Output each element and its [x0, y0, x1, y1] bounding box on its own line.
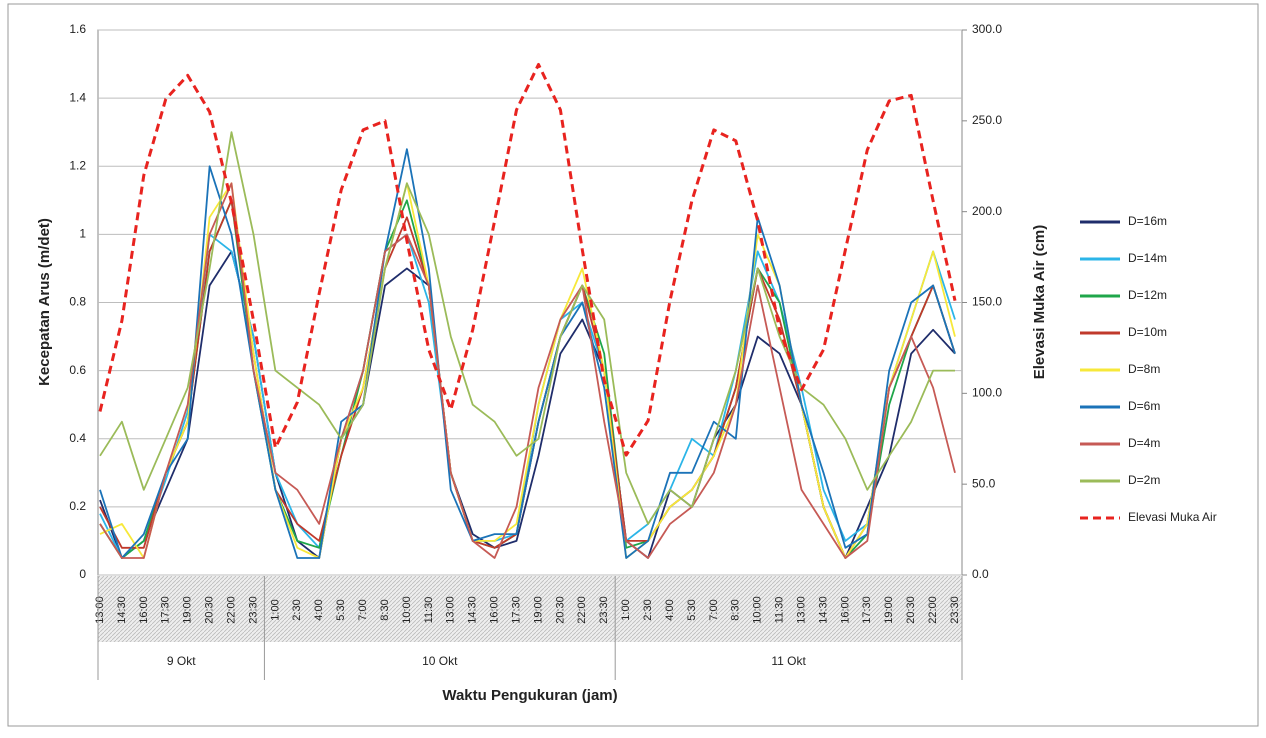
x-tick-label: 14:30 — [116, 596, 128, 624]
x-tick-label: 19:00 — [532, 596, 544, 624]
x-tick-label: 22:00 — [576, 596, 588, 624]
series-line — [99, 199, 956, 559]
x-tick-label: 16:00 — [489, 596, 501, 624]
y2-axis-title: Elevasi Muka Air (cm) — [1031, 225, 1048, 380]
x-tick-label: 10:00 — [752, 596, 764, 624]
x-tick-label: 14:30 — [467, 596, 479, 624]
y2-tick-label: 200.0 — [972, 204, 1002, 218]
legend-label: D=10m — [1128, 325, 1167, 339]
x-tick-label: 17:30 — [160, 596, 172, 624]
x-tick-label: 7:00 — [708, 599, 720, 620]
x-tick-label: 11:30 — [423, 597, 435, 624]
x-label-band — [98, 576, 962, 642]
legend-label: Elevasi Muka Air — [1128, 510, 1217, 524]
y2-tick-label: 250.0 — [972, 113, 1002, 127]
series-line — [98, 63, 957, 457]
x-tick-label: 20:30 — [554, 596, 566, 624]
y-tick-label: 1 — [79, 227, 86, 241]
y2-tick-label: 150.0 — [972, 295, 1002, 309]
y2-tick-label: 100.0 — [972, 386, 1002, 400]
x-tick-label: 22:00 — [225, 596, 237, 624]
legend-label: D=14m — [1128, 251, 1167, 265]
x-tick-label: 7:00 — [357, 599, 369, 620]
x-tick-label: 17:30 — [861, 596, 873, 624]
x-group-label: 11 Okt — [771, 654, 806, 668]
y-tick-label: 0.2 — [69, 499, 86, 513]
x-tick-label: 23:30 — [949, 596, 961, 624]
x-tick-label: 19:00 — [883, 596, 895, 624]
x-tick-label: 4:00 — [664, 599, 676, 620]
frame — [7, 3, 1259, 727]
series-line — [99, 148, 956, 559]
x-tick-label: 19:00 — [182, 596, 194, 624]
x-tick-label: 8:30 — [379, 599, 391, 620]
x-tick-label: 17:30 — [510, 596, 522, 624]
y-tick-label: 0.6 — [69, 363, 86, 377]
series-line — [99, 131, 955, 525]
x-tick-label: 23:30 — [598, 596, 610, 624]
y-tick-label: 0.8 — [69, 295, 86, 309]
x-tick-label: 4:00 — [313, 599, 325, 620]
series-line — [99, 199, 956, 559]
legend-label: D=6m — [1128, 399, 1160, 413]
x-tick-label: 20:30 — [905, 596, 917, 624]
x-tick-label: 11:30 — [774, 597, 786, 624]
y2-tick-label: 0.0 — [972, 567, 989, 581]
x-tick-label: 1:00 — [620, 599, 632, 620]
legend-label: D=8m — [1128, 362, 1160, 376]
x-tick-label: 23:30 — [247, 596, 259, 624]
y2-tick-label: 50.0 — [972, 476, 996, 490]
y2-tick-label: 300.0 — [972, 22, 1002, 36]
y-tick-label: 1.6 — [69, 22, 86, 36]
x-axis-title: Waktu Pengukuran (jam) — [442, 687, 617, 704]
x-tick-label: 8:30 — [730, 599, 742, 620]
x-tick-label: 13:00 — [94, 596, 106, 624]
x-tick-label: 2:30 — [291, 599, 303, 620]
series-line — [99, 250, 956, 559]
y-tick-label: 0.4 — [69, 431, 86, 445]
x-tick-label: 22:00 — [927, 596, 939, 624]
x-tick-label: 5:30 — [335, 599, 347, 620]
x-tick-label: 20:30 — [204, 596, 216, 624]
legend-label: D=2m — [1128, 473, 1160, 487]
series-line — [99, 182, 956, 559]
y-tick-label: 0 — [79, 567, 86, 581]
x-tick-label: 13:00 — [795, 596, 807, 624]
x-tick-label: 14:30 — [817, 596, 829, 624]
x-tick-label: 2:30 — [642, 599, 654, 620]
x-tick-label: 10:00 — [401, 596, 413, 624]
y-axis-title: Kecepatan Arus (m/det) — [36, 218, 53, 386]
x-tick-label: 16:00 — [138, 596, 150, 624]
series-line — [99, 233, 956, 559]
x-tick-label: 5:30 — [686, 599, 698, 620]
x-group-label: 9 Okt — [167, 654, 196, 668]
y-tick-label: 1.4 — [69, 90, 86, 104]
x-tick-label: 1:00 — [269, 599, 281, 620]
legend-label: D=4m — [1128, 436, 1160, 450]
y-tick-label: 1.2 — [69, 158, 86, 172]
x-group-label: 10 Okt — [422, 654, 458, 668]
legend-label: D=12m — [1128, 288, 1167, 302]
legend-label: D=16m — [1128, 214, 1167, 228]
x-tick-label: 16:00 — [839, 596, 851, 624]
x-tick-label: 13:00 — [445, 596, 457, 624]
